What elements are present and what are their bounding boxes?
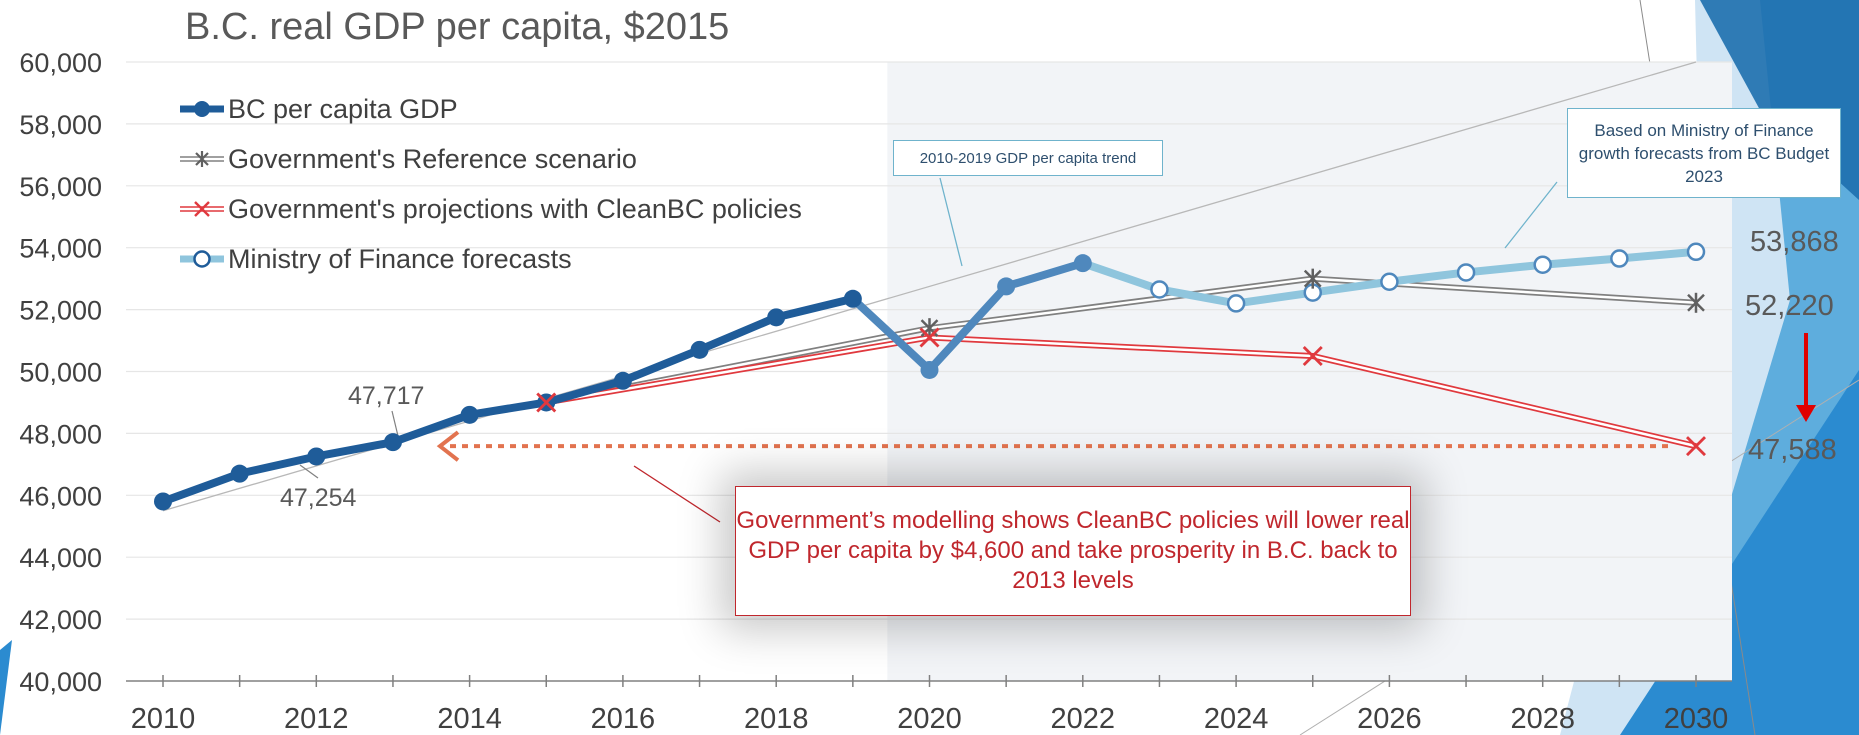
- legend-swatch-mof: [180, 250, 224, 268]
- legend-label-reference: Government's Reference scenario: [228, 143, 637, 174]
- mof-annotation-box: Based on Ministry of Finance growth fore…: [1567, 108, 1841, 198]
- bc-gdp-point: [690, 340, 709, 359]
- y-tick-label: 42,000: [19, 605, 102, 635]
- mof-point: [1380, 272, 1399, 291]
- mof-point: [1610, 249, 1629, 268]
- mof-point: [1456, 263, 1476, 282]
- bc-gdp-point: [997, 277, 1016, 296]
- legend-swatch-cleanbc: [180, 201, 224, 217]
- reference-point: [1303, 268, 1322, 289]
- cleanbc-point-stroke: [919, 327, 940, 348]
- series-markers: [154, 242, 1706, 511]
- series-bc-gdp-line: [161, 294, 854, 506]
- y-tick-label: 60,000: [19, 48, 102, 78]
- deco-shape-left: [0, 640, 12, 735]
- y-tick-label: 44,000: [19, 543, 102, 573]
- series-bc-gdp-line-recent: [850, 259, 1084, 374]
- mof-point: [1686, 242, 1706, 262]
- legend-label-mof: Ministry of Finance forecasts: [228, 243, 572, 274]
- bc-gdp-point: [767, 308, 786, 327]
- cleanbc-point: [1686, 436, 1706, 457]
- y-tick-label: 58,000: [19, 110, 102, 140]
- annotation-leaders: [299, 177, 1558, 523]
- x-tick-label: 2014: [437, 703, 502, 735]
- axes: [126, 675, 1732, 687]
- bc-gdp-point: [920, 360, 939, 379]
- x-tick-label: 2028: [1510, 703, 1575, 735]
- legend-item-mof: Ministry of Finance forecasts: [178, 234, 802, 284]
- series-reference-line-inner: [546, 277, 1697, 404]
- x-tick-label: 2018: [744, 703, 809, 735]
- x-tick-label: 2020: [897, 703, 962, 735]
- y-tick-label: 52,000: [19, 296, 102, 326]
- end-label-cleanbc: 47,588: [1748, 434, 1837, 466]
- legend-label-cleanbc: Government's projections with CleanBC po…: [228, 193, 802, 224]
- bc-gdp-point: [383, 433, 402, 452]
- mof-point: [1226, 294, 1246, 313]
- y-tick-label: 40,000: [19, 667, 102, 697]
- cleanbc-point-stroke: [1686, 436, 1706, 457]
- x-tick-label: 2030: [1664, 703, 1729, 735]
- mof-point: [1150, 280, 1169, 299]
- y-tick-label: 50,000: [19, 358, 102, 388]
- chart-title: B.C. real GDP per capita, $2015: [185, 6, 730, 48]
- bc-gdp-point: [1073, 254, 1092, 273]
- cleanbc-point-stroke: [1302, 346, 1323, 367]
- cleanbc-point: [919, 327, 940, 348]
- bc-gdp-point: [154, 492, 172, 511]
- x-tick-labels: 2010 2012 2014 2016 2018 2020 2022 2024 2026 2028…: [131, 703, 1729, 735]
- x-tick-label: 2024: [1204, 703, 1269, 735]
- mof-point: [1533, 255, 1552, 274]
- legend-item-bc-gdp: BC per capita GDP: [178, 84, 802, 134]
- bc-gdp-point: [307, 447, 326, 466]
- cleanbc-point: [536, 392, 557, 413]
- y-tick-labels: 40,000 42,000 44,000 46,000 48,000 50,000 52,0…: [19, 48, 102, 697]
- reference-point: [1687, 292, 1705, 313]
- label-leader-2012: [299, 464, 319, 479]
- x-tick-label: 2026: [1357, 703, 1422, 735]
- orange-arrowhead: [436, 430, 460, 462]
- mof-leader-line: [1504, 181, 1558, 249]
- end-label-mof: 53,868: [1750, 226, 1839, 258]
- red-arrow-head: [1796, 405, 1816, 422]
- cleanbc-point-stroke: [536, 392, 557, 413]
- x-tick-label: 2016: [591, 703, 656, 735]
- callout-leader-line: [633, 465, 721, 523]
- y-tick-label: 54,000: [19, 234, 102, 264]
- cleanbc-callout-box: Government’s modelling shows CleanBC pol…: [735, 486, 1411, 616]
- trend-leader-line: [939, 177, 963, 267]
- y-tick-label: 48,000: [19, 419, 102, 449]
- label-leader-2013: [391, 410, 399, 437]
- red-down-arrow: [1796, 333, 1816, 422]
- legend: BC per capita GDP Government's Reference…: [178, 84, 802, 284]
- point-label-2013: 47,717: [348, 382, 425, 410]
- bc-gdp-point: [230, 464, 249, 483]
- x-tick-label: 2012: [284, 703, 349, 735]
- bc-gdp-point: [843, 289, 862, 308]
- legend-item-reference: Government's Reference scenario: [178, 134, 802, 184]
- point-label-2012: 47,254: [280, 484, 357, 512]
- legend-label-bc-gdp: BC per capita GDP: [228, 93, 458, 124]
- bc-gdp-point: [613, 371, 632, 390]
- y-tick-label: 56,000: [19, 172, 102, 202]
- cleanbc-point: [1302, 346, 1323, 367]
- y-tick-label: 46,000: [19, 481, 102, 511]
- legend-item-cleanbc: Government's projections with CleanBC po…: [178, 184, 802, 234]
- series-cleanbc-line-inner: [546, 336, 1697, 448]
- bc-gdp-point: [460, 405, 479, 424]
- end-label-reference: 52,220: [1745, 290, 1834, 322]
- legend-swatch-bc-gdp: [180, 101, 224, 117]
- dotted-arrow-back-to-2013: [436, 430, 1668, 462]
- trend-annotation-box: 2010-2019 GDP per capita trend: [893, 140, 1163, 176]
- x-tick-label: 2022: [1051, 703, 1116, 735]
- legend-swatch-reference: [180, 151, 224, 167]
- x-tick-label: 2010: [131, 703, 196, 735]
